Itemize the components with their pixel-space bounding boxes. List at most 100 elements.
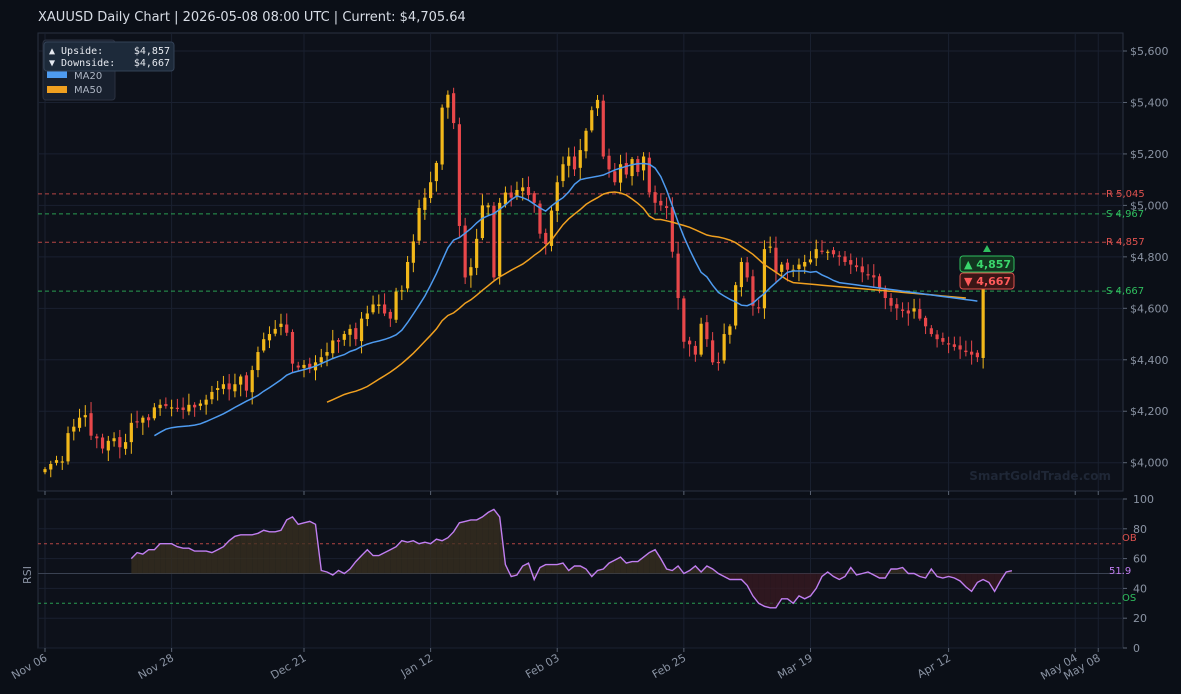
price-panel — [37, 32, 1124, 492]
candle — [164, 397, 168, 409]
candle — [659, 193, 663, 211]
candle — [302, 360, 306, 378]
candle — [567, 147, 571, 178]
candle — [77, 408, 82, 432]
candle — [193, 402, 197, 417]
candle — [970, 340, 974, 365]
candle — [239, 374, 243, 397]
ma50-line — [326, 191, 966, 403]
candle — [135, 410, 139, 429]
candle — [532, 191, 536, 213]
candle — [365, 305, 369, 327]
candle — [964, 340, 968, 357]
candle — [112, 432, 116, 447]
candle — [912, 298, 916, 319]
target-down-label: ▼ 4,667 — [964, 275, 1011, 288]
candle — [826, 249, 830, 260]
candle — [975, 350, 979, 363]
candle — [221, 375, 226, 395]
target-up-label: ▲ 4,857 — [964, 258, 1011, 271]
candle — [538, 200, 542, 239]
candle — [457, 117, 461, 238]
candle — [285, 313, 289, 336]
price-axis-ticks: $4,000 $4,200 $4,400 $4,600 $4,800 $5,000 $5,2… — [1123, 45, 1169, 470]
candle — [929, 325, 933, 337]
candle — [843, 251, 847, 266]
candle — [129, 413, 133, 454]
price-tick-label: $4,400 — [1130, 354, 1169, 367]
candle — [216, 380, 220, 401]
candle — [745, 256, 749, 282]
candle — [146, 414, 151, 428]
candle — [227, 374, 231, 401]
candle — [814, 239, 818, 266]
target-badge-down: ▼ 4,667 — [959, 272, 1015, 290]
candle — [981, 277, 985, 369]
downside-label: ▼ Downside: — [49, 58, 115, 69]
candle — [521, 177, 525, 201]
candle — [630, 157, 634, 186]
level-labels: R 5,045 S 4,967 R 4,857 S 4,667 — [1106, 189, 1145, 297]
candle — [578, 138, 582, 181]
candle — [947, 336, 951, 354]
candle — [900, 302, 905, 318]
candle — [866, 264, 870, 280]
candle — [187, 393, 191, 416]
candle — [515, 181, 519, 200]
candle — [935, 330, 939, 348]
candle — [664, 197, 669, 220]
candle — [837, 251, 841, 266]
candle — [158, 399, 162, 416]
legend-ma20-swatch — [47, 71, 67, 78]
rsi-tick-label: 60 — [1133, 553, 1147, 566]
candle — [699, 317, 703, 357]
candle — [653, 185, 657, 214]
candle — [244, 372, 249, 398]
legend-ma20-label: MA20 — [74, 71, 102, 82]
candle — [808, 251, 813, 265]
candle — [170, 399, 174, 417]
legend-ma50-label: MA50 — [74, 85, 102, 96]
candle — [388, 309, 392, 327]
candle — [175, 398, 179, 412]
candle — [273, 320, 277, 337]
candle — [123, 433, 128, 455]
candle — [49, 460, 53, 478]
rsi-axis-label: RSI — [21, 566, 34, 584]
candle — [526, 176, 531, 200]
candle — [256, 346, 260, 378]
downside-value: $4,667 — [134, 58, 170, 69]
candle — [918, 298, 922, 321]
candle — [463, 217, 467, 285]
candle — [290, 329, 295, 373]
candle — [544, 228, 548, 255]
watermark: SmartGoldTrade.com — [969, 469, 1111, 483]
candle — [831, 246, 836, 258]
candle — [336, 338, 341, 353]
candle — [958, 336, 962, 359]
candle — [872, 264, 876, 288]
price-tick-label: $4,800 — [1130, 251, 1169, 264]
candle — [348, 324, 352, 347]
candle — [860, 257, 864, 283]
level-label: R 5,045 — [1106, 189, 1145, 200]
candle — [417, 199, 421, 245]
candle — [889, 293, 893, 312]
candle — [423, 188, 427, 220]
price-tick-label: $5,200 — [1130, 148, 1169, 161]
candle — [325, 342, 329, 367]
candle — [371, 295, 375, 315]
level-label: R 4,857 — [1106, 237, 1145, 248]
candle — [555, 175, 559, 223]
rsi-ob-label: OB — [1122, 533, 1137, 544]
candle — [469, 258, 473, 288]
rsi-tick-label: 0 — [1133, 642, 1140, 655]
candle — [331, 329, 335, 359]
candle — [590, 106, 594, 133]
candle — [618, 154, 623, 192]
candle — [647, 152, 651, 198]
price-tick-label: $4,000 — [1130, 457, 1169, 470]
candle — [780, 261, 784, 278]
candle — [152, 403, 156, 421]
